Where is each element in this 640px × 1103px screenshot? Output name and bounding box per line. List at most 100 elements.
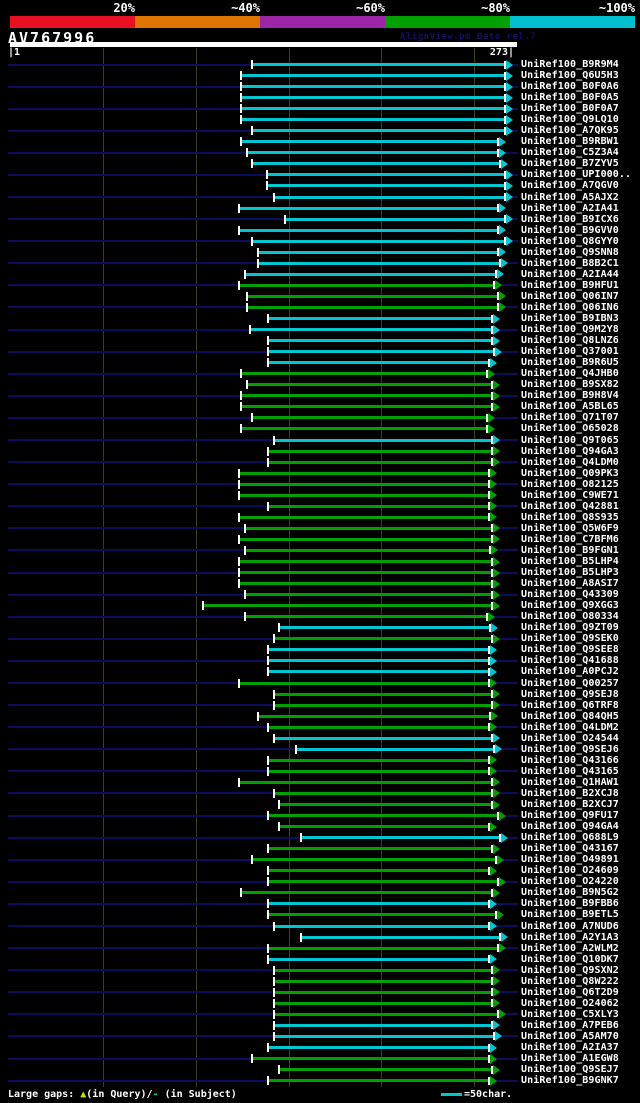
hit-bar[interactable] bbox=[273, 1023, 493, 1027]
hit-label[interactable]: UniRef100_B7ZYV5 bbox=[521, 158, 619, 170]
hit-bar[interactable] bbox=[244, 272, 496, 276]
hit-bar[interactable] bbox=[279, 803, 493, 806]
hit-bar[interactable] bbox=[241, 372, 487, 376]
hit-bar[interactable] bbox=[295, 747, 495, 751]
hit-label[interactable]: UniRef100_A7QGV0 bbox=[521, 180, 619, 192]
hit-label[interactable]: UniRef100_Q9ZT09 bbox=[521, 622, 619, 634]
hit-label[interactable]: UniRef100_A7QK95 bbox=[521, 125, 619, 137]
hit-bar[interactable] bbox=[273, 968, 493, 972]
hit-label[interactable]: UniRef100_B9SX82 bbox=[521, 379, 619, 391]
hit-label[interactable]: UniRef100_Q9SNN8 bbox=[521, 246, 619, 258]
hit-bar[interactable] bbox=[252, 416, 487, 420]
hit-bar[interactable] bbox=[273, 195, 505, 199]
hit-label[interactable]: UniRef100_Q9SEE8 bbox=[521, 644, 619, 656]
hit-bar[interactable] bbox=[268, 769, 489, 773]
hit-bar[interactable] bbox=[239, 228, 498, 232]
hit-bar[interactable] bbox=[268, 814, 498, 818]
hit-label[interactable]: UniRef100_Q9SEK0 bbox=[521, 633, 619, 645]
hit-label[interactable]: UniRef100_Q5W6F9 bbox=[521, 522, 619, 534]
hit-bar[interactable] bbox=[241, 107, 505, 111]
hit-label[interactable]: UniRef100_Q37001 bbox=[521, 346, 619, 358]
hit-label[interactable]: UniRef100_A5AM70 bbox=[521, 1030, 619, 1042]
hit-label[interactable]: UniRef100_A7NUD6 bbox=[521, 920, 619, 932]
hit-bar[interactable] bbox=[246, 151, 498, 155]
hit-label[interactable]: UniRef100_Q71T07 bbox=[521, 412, 619, 424]
hit-bar[interactable] bbox=[268, 670, 489, 674]
hit-label[interactable]: UniRef100_B5LHP3 bbox=[521, 567, 619, 579]
hit-bar[interactable] bbox=[273, 791, 493, 795]
hit-label[interactable]: UniRef100_Q41688 bbox=[521, 655, 619, 667]
hit-bar[interactable] bbox=[279, 1068, 493, 1072]
hit-bar[interactable] bbox=[268, 1079, 489, 1083]
hit-label[interactable]: UniRef100_B0F0A6 bbox=[521, 81, 619, 93]
hit-label[interactable]: UniRef100_Q8S935 bbox=[521, 511, 619, 523]
hit-bar[interactable] bbox=[273, 1034, 495, 1038]
hit-label[interactable]: UniRef100_Q9SEJ8 bbox=[521, 688, 619, 700]
hit-bar[interactable] bbox=[239, 471, 489, 475]
hit-bar[interactable] bbox=[257, 261, 500, 265]
hit-bar[interactable] bbox=[273, 692, 493, 696]
hit-label[interactable]: UniRef100_Q6T2D9 bbox=[521, 986, 619, 998]
hit-bar[interactable] bbox=[301, 836, 500, 840]
hit-bar[interactable] bbox=[279, 626, 491, 630]
hit-bar[interactable] bbox=[268, 758, 489, 762]
hit-label[interactable]: UniRef100_Q9T065 bbox=[521, 434, 619, 446]
hit-label[interactable]: UniRef100_Q00257 bbox=[521, 677, 619, 689]
hit-bar[interactable] bbox=[273, 1001, 493, 1005]
hit-bar[interactable] bbox=[268, 648, 489, 652]
hit-bar[interactable] bbox=[202, 604, 493, 608]
hit-label[interactable]: UniRef100_A2WLM2 bbox=[521, 942, 619, 954]
hit-label[interactable]: UniRef100_C5Z3A4 bbox=[521, 147, 619, 159]
hit-bar[interactable] bbox=[239, 493, 489, 497]
hit-label[interactable]: UniRef100_Q6U5H3 bbox=[521, 70, 619, 82]
hit-label[interactable]: UniRef100_B9R6U5 bbox=[521, 357, 619, 369]
hit-label[interactable]: UniRef100_B9GNK7 bbox=[521, 1075, 619, 1087]
hit-label[interactable]: UniRef100_C5XLY3 bbox=[521, 1008, 619, 1020]
hit-bar[interactable] bbox=[241, 891, 493, 895]
hit-bar[interactable] bbox=[246, 383, 493, 387]
hit-bar[interactable] bbox=[268, 902, 489, 906]
hit-bar[interactable] bbox=[268, 449, 493, 453]
hit-label[interactable]: UniRef100_UPI000.. bbox=[521, 169, 632, 181]
hit-label[interactable]: UniRef100_Q9M2Y8 bbox=[521, 324, 619, 336]
hit-bar[interactable] bbox=[266, 173, 505, 177]
hit-label[interactable]: UniRef100_A0PCJ2 bbox=[521, 666, 619, 678]
hit-label[interactable]: UniRef100_B9ETL5 bbox=[521, 909, 619, 921]
hit-bar[interactable] bbox=[244, 593, 493, 597]
hit-bar[interactable] bbox=[268, 913, 496, 917]
hit-label[interactable]: UniRef100_Q9FU17 bbox=[521, 810, 619, 822]
hit-bar[interactable] bbox=[273, 438, 493, 442]
hit-bar[interactable] bbox=[241, 96, 505, 100]
hit-bar[interactable] bbox=[268, 317, 493, 321]
hit-bar[interactable] bbox=[279, 825, 489, 829]
hit-bar[interactable] bbox=[268, 1046, 489, 1049]
hit-bar[interactable] bbox=[273, 637, 493, 641]
hit-label[interactable]: UniRef100_Q9SEJ7 bbox=[521, 1064, 619, 1076]
hit-label[interactable]: UniRef100_O24062 bbox=[521, 997, 619, 1009]
hit-bar[interactable] bbox=[241, 427, 487, 431]
hit-label[interactable]: UniRef100_Q6TRF8 bbox=[521, 699, 619, 711]
hit-label[interactable]: UniRef100_B9N5G2 bbox=[521, 887, 619, 899]
hit-label[interactable]: UniRef100_B0F0A5 bbox=[521, 92, 619, 104]
hit-bar[interactable] bbox=[273, 1012, 498, 1016]
hit-bar[interactable] bbox=[257, 250, 498, 254]
hit-bar[interactable] bbox=[268, 361, 489, 365]
hit-bar[interactable] bbox=[250, 328, 493, 332]
hit-bar[interactable] bbox=[239, 515, 489, 519]
hit-label[interactable]: UniRef100_Q06IN7 bbox=[521, 290, 619, 302]
hit-bar[interactable] bbox=[244, 548, 491, 552]
hit-bar[interactable] bbox=[266, 184, 505, 188]
hit-bar[interactable] bbox=[239, 482, 489, 486]
hit-label[interactable]: UniRef100_B5LHP4 bbox=[521, 556, 619, 568]
hit-label[interactable]: UniRef100_Q8GYY0 bbox=[521, 235, 619, 247]
hit-label[interactable]: UniRef100_A2Y1A3 bbox=[521, 931, 619, 943]
hit-bar[interactable] bbox=[246, 305, 498, 309]
hit-label[interactable]: UniRef100_B8B2C1 bbox=[521, 257, 619, 269]
hit-label[interactable]: UniRef100_A2IA37 bbox=[521, 1042, 619, 1053]
hit-bar[interactable] bbox=[268, 460, 493, 464]
hit-bar[interactable] bbox=[244, 526, 493, 530]
hit-bar[interactable] bbox=[246, 294, 498, 298]
hit-label[interactable]: UniRef100_Q42881 bbox=[521, 500, 619, 512]
hit-label[interactable]: UniRef100_O80334 bbox=[521, 611, 619, 623]
hit-label[interactable]: UniRef100_B9RBW1 bbox=[521, 136, 619, 148]
